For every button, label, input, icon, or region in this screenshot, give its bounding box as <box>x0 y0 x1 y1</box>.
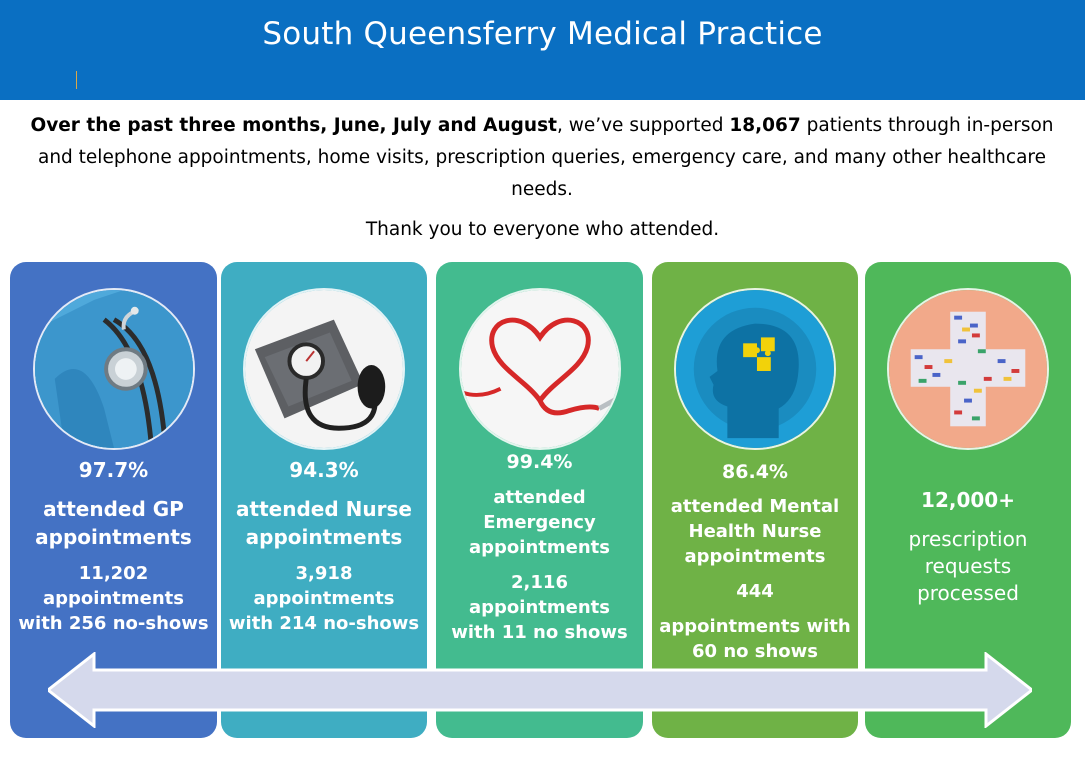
nurse-detail-line1: appointments <box>253 588 395 609</box>
mental-health-percent: 86.4% <box>722 461 788 483</box>
prescriptions-detail-line2: requests <box>924 554 1012 578</box>
gp-detail-line2: with 256 no-shows <box>18 613 209 634</box>
mental-health-detail-line2: 60 no shows <box>692 641 818 662</box>
mental-health-label-line1: attended Mental <box>670 496 840 517</box>
gp-detail-line1: appointments <box>43 588 184 609</box>
nurse-label-line2: appointments <box>245 525 403 549</box>
double-arrow-icon <box>48 652 1032 728</box>
emergency-count: 2,116 <box>511 572 568 593</box>
thanks-text: Thank you to everyone who attended. <box>365 219 720 240</box>
prescriptions-card: 12,000+ prescription requests processed <box>865 262 1071 738</box>
prescriptions-count: 12,000+ <box>921 488 1015 512</box>
page-title: South Queensferry Medical Practice <box>262 16 823 52</box>
nurse-label-line1: attended Nurse <box>236 497 412 521</box>
gp-count: 11,202 <box>78 563 149 584</box>
emergency-detail-line1: appointments <box>469 597 610 618</box>
nurse-percent: 94.3% <box>289 458 359 482</box>
text-cursor-mark <box>76 71 77 89</box>
stethoscope-photo-icon <box>32 288 195 450</box>
emergency-percent: 99.4% <box>506 451 573 473</box>
intro-period: Over the past three months, June, July a… <box>30 115 557 136</box>
mental-health-label-line2: Health Nurse <box>688 521 822 542</box>
emergency-label-line1: attended <box>493 487 586 508</box>
nurse-count: 3,918 <box>295 563 353 584</box>
mental-health-detail-line1: appointments with <box>659 616 851 637</box>
emergency-label-line2: Emergency <box>483 512 596 533</box>
prescriptions-detail-line3: processed <box>917 581 1019 605</box>
header-banner: South Queensferry Medical Practice <box>0 0 1085 100</box>
heart-stethoscope-photo-icon <box>458 288 621 450</box>
pill-cross-photo-icon <box>887 288 1049 450</box>
nurse-detail-line2: with 214 no-shows <box>228 613 420 634</box>
gp-label-line1: attended GP <box>43 497 184 521</box>
mental-health-label-line3: appointments <box>684 546 826 567</box>
emergency-label-line3: appointments <box>469 537 610 558</box>
nurse-card: 94.3% attended Nurse appointments 3,918 … <box>221 262 427 738</box>
intro-text-2: patients through in-person and telephone… <box>37 115 1054 200</box>
emergency-detail-line2: with 11 no shows <box>451 622 628 643</box>
gp-label-line2: appointments <box>35 525 192 549</box>
gp-percent: 97.7% <box>78 458 149 482</box>
mental-health-card: 86.4% attended Mental Health Nurse appoi… <box>652 262 858 738</box>
blood-pressure-cuff-photo-icon <box>243 288 405 450</box>
intro-paragraph: Over the past three months, June, July a… <box>24 110 1060 206</box>
intro-patient-count: 18,067 <box>729 115 801 136</box>
prescriptions-detail-line1: prescription <box>908 527 1028 551</box>
intro-text-1: , we’ve supported <box>556 115 730 136</box>
head-puzzle-photo-icon <box>674 288 836 450</box>
emergency-card: 99.4% attended Emergency appointments 2,… <box>436 262 643 738</box>
mental-health-count: 444 <box>736 581 774 602</box>
gp-card: 97.7% attended GP appointments 11,202 ap… <box>10 262 217 738</box>
